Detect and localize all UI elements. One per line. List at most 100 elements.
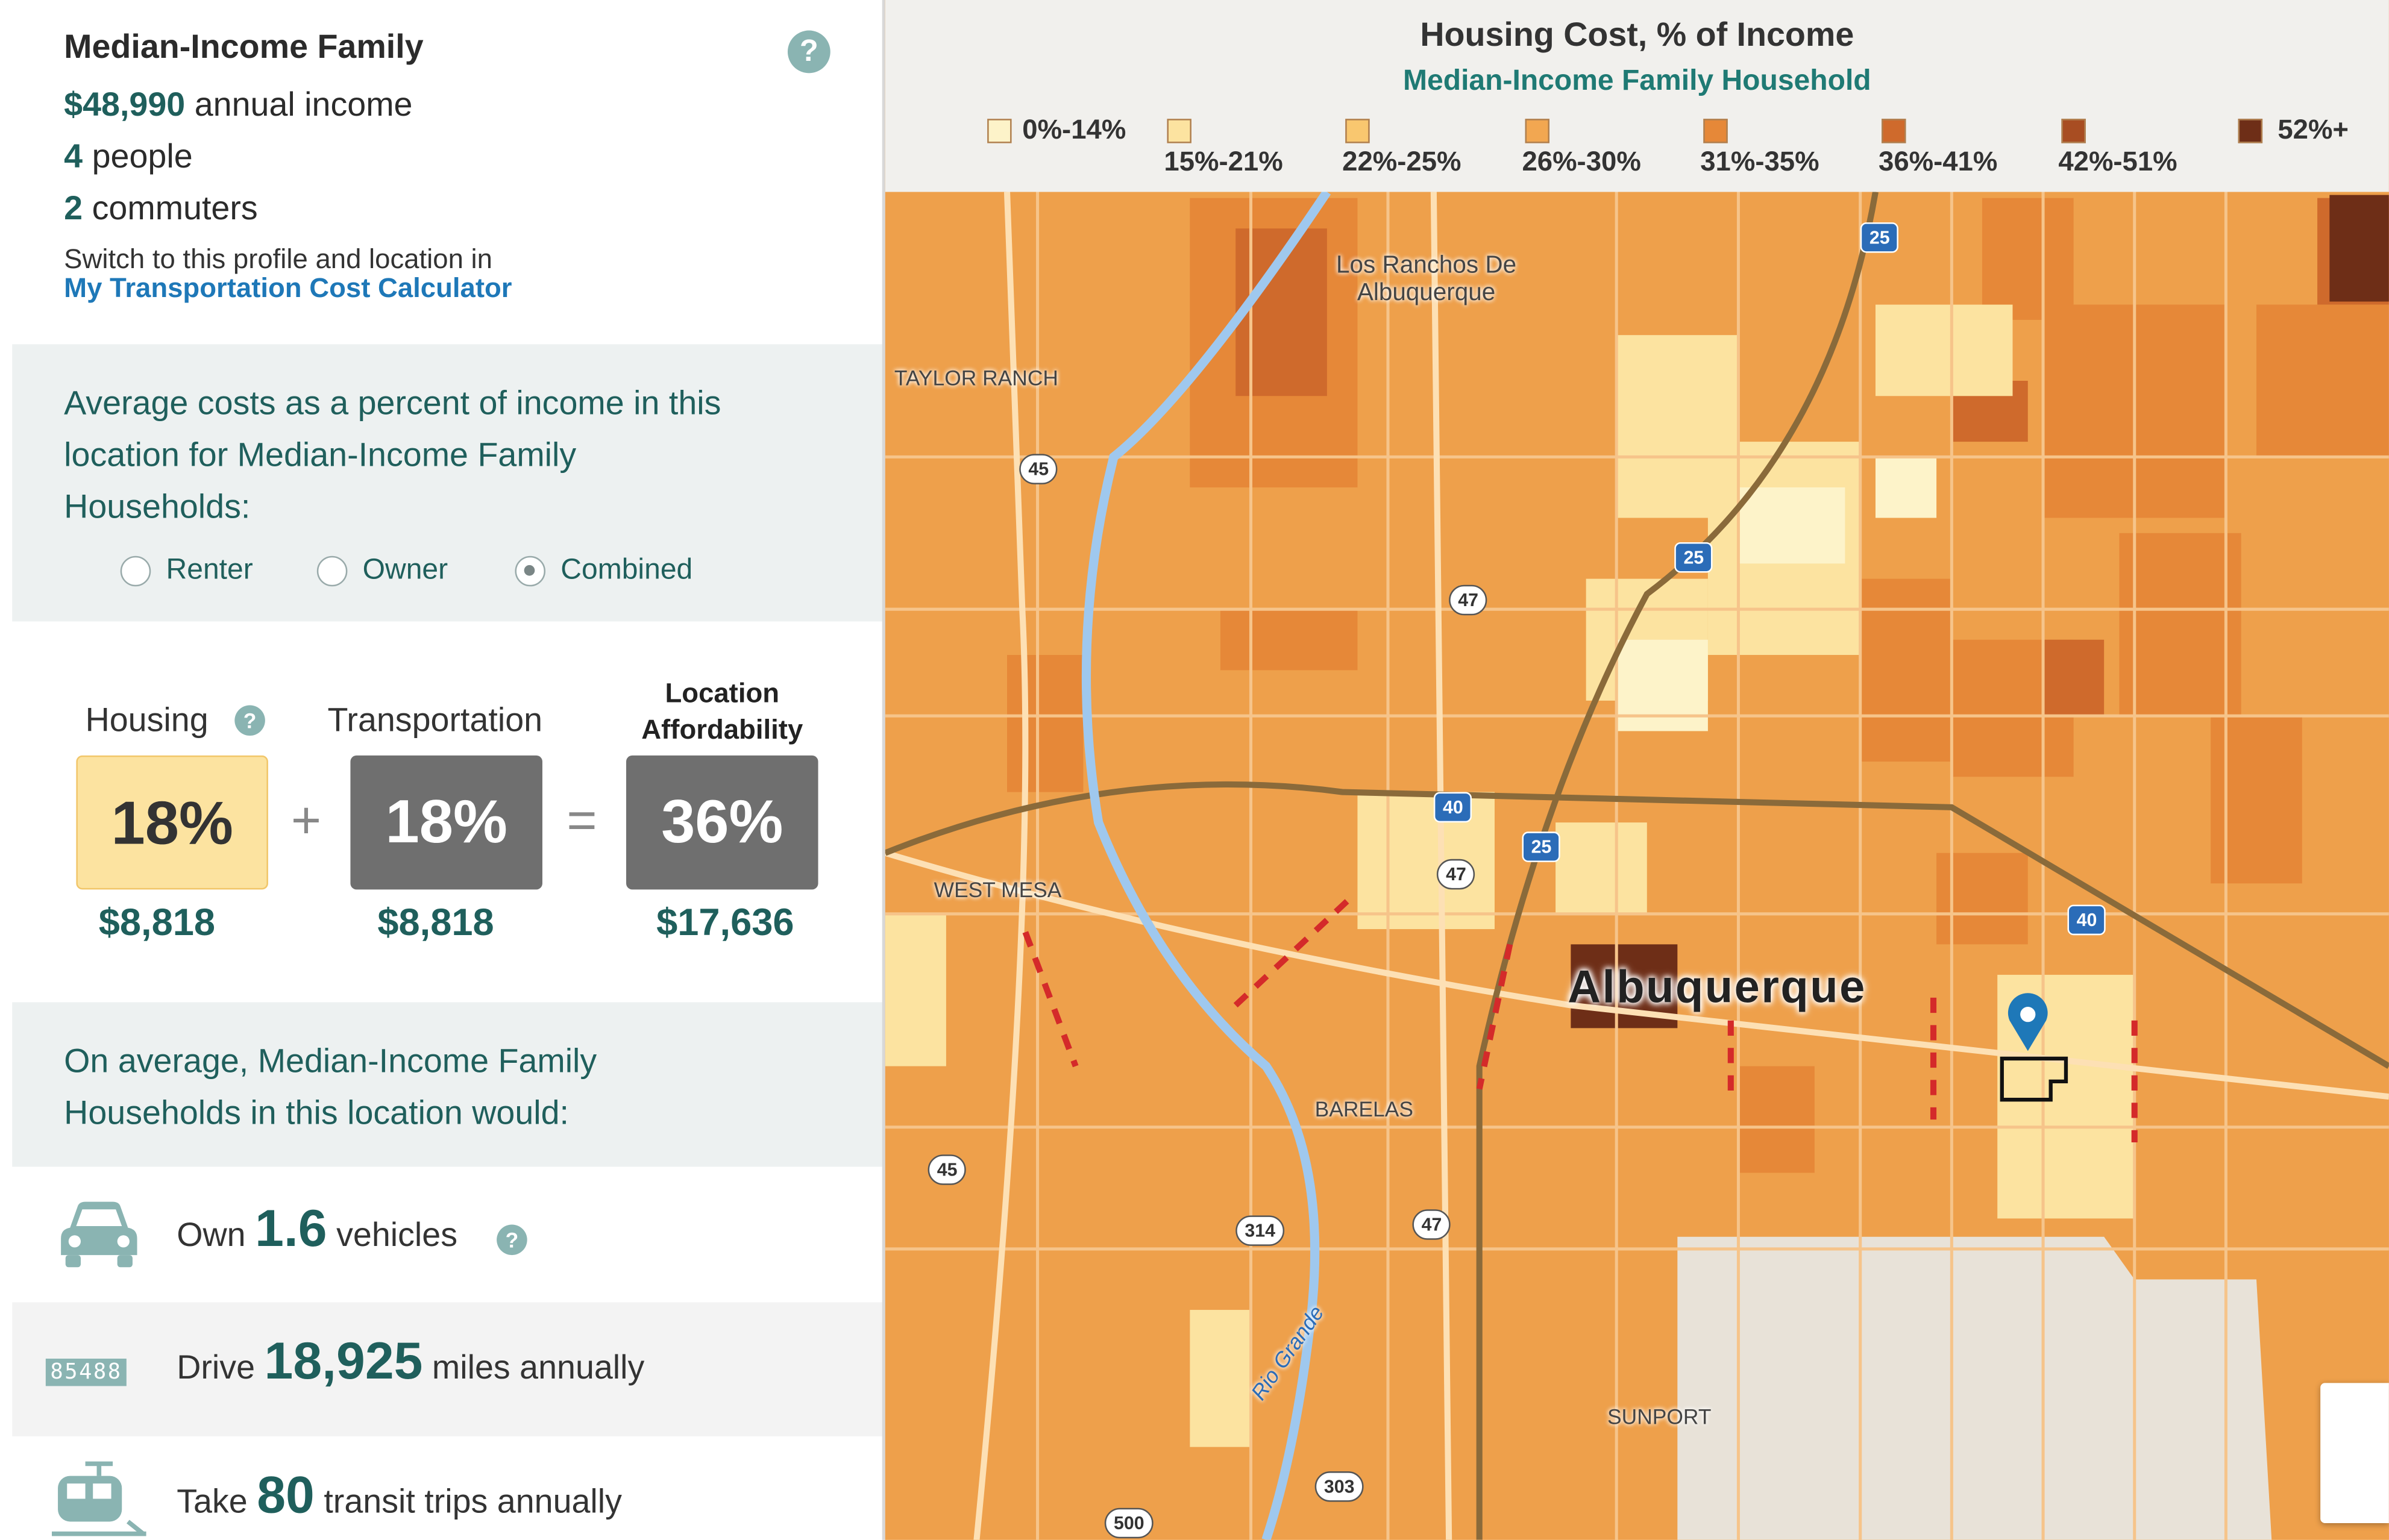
averages-line-1: Average costs as a percent of income in … (64, 384, 721, 422)
radio-combined[interactable]: Combined (515, 554, 692, 588)
commuters-line: 2 commuters (64, 189, 257, 228)
interstate-25-shield: 25 (1860, 222, 1899, 253)
route-47-shield-3: 47 (1412, 1209, 1451, 1240)
legend-swatch-5 (1882, 119, 1906, 143)
housing-percent-box: 18% (76, 755, 268, 890)
own-suffix: vehicles (336, 1215, 458, 1254)
place-taylor-ranch: TAYLOR RANCH (894, 365, 1058, 390)
route-303-shield: 303 (1314, 1471, 1364, 1502)
zoom-control[interactable] (2320, 1383, 2389, 1523)
radio-combined-label: Combined (560, 554, 693, 587)
calculator-link[interactable]: My Transportation Cost Calculator (64, 272, 512, 304)
housing-help-icon[interactable]: ? (234, 705, 265, 736)
vehicles-row: Own 1.6 vehicles ? (12, 1169, 884, 1304)
lightest-tracts (1616, 457, 1937, 731)
radio-renter[interactable]: Renter (120, 554, 253, 588)
map-canvas[interactable] (885, 0, 2389, 1540)
income-suffix: annual income (194, 85, 413, 124)
legend-label-2: 22%-25% (1342, 146, 1461, 177)
profile-panel: Median-Income Family ? $48,990 annual in… (0, 0, 884, 1540)
route-45-shield: 45 (1019, 454, 1058, 484)
plus-sign: + (290, 792, 322, 850)
legend-label-5: 36%-41% (1879, 146, 1998, 177)
route-500-shield: 500 (1104, 1507, 1154, 1539)
people-value: 4 (64, 137, 83, 175)
radio-owner[interactable]: Owner (316, 554, 448, 588)
transportation-percent-box: 18% (350, 755, 542, 890)
train-icon (51, 1461, 146, 1536)
place-barelas: BARELAS (1314, 1097, 1413, 1121)
route-314-shield: 314 (1235, 1215, 1285, 1246)
interstate-25 (1476, 191, 1879, 1540)
averages-line-3: Households: (64, 487, 251, 526)
radio-combined-dot[interactable] (515, 556, 546, 587)
legend-swatch-2 (1345, 119, 1370, 143)
interstate-40-shield: 40 (1433, 792, 1472, 823)
legend-swatch-7 (2238, 119, 2263, 143)
housing-cost: $8,818 (98, 901, 216, 945)
legend-label-6: 42%-51% (2058, 146, 2177, 177)
legend-label-1: 15%-21% (1164, 146, 1283, 177)
own-prefix: Own (177, 1215, 246, 1254)
help-icon[interactable]: ? (787, 30, 830, 74)
vehicles-text: Own 1.6 vehicles (177, 1200, 457, 1260)
on-average-line-2: Households in this location would: (64, 1094, 570, 1132)
car-icon (61, 1201, 137, 1268)
map-title: Housing Cost, % of Income (1420, 15, 1854, 54)
on-average-section: On average, Median-Income Family Househo… (12, 1002, 884, 1167)
location-label-line-1: Location (665, 677, 780, 709)
transit-dashes (1022, 896, 2138, 1143)
transportation-cost: $8,818 (377, 901, 494, 945)
legend-label-3: 26%-30% (1522, 146, 1641, 177)
transit-text: Take 80 transit trips annually (177, 1466, 622, 1526)
commuters-suffix: commuters (92, 189, 258, 227)
miles-row: 85488 Drive 18,925 miles annually (12, 1302, 884, 1436)
take-suffix: transit trips annually (324, 1482, 622, 1520)
airport-area (1677, 1236, 2272, 1540)
road-grid (885, 192, 2389, 1540)
legend-swatch-4 (1703, 119, 1728, 143)
vehicles-help-icon[interactable]: ? (497, 1224, 527, 1256)
drive-prefix: Drive (177, 1348, 256, 1386)
averages-section: Average costs as a percent of income in … (12, 344, 884, 622)
location-affordability-box: 36% (626, 755, 818, 890)
place-sunport: SUNPORT (1607, 1404, 1712, 1429)
averages-line-2: location for Median-Income Family (64, 436, 577, 474)
odometer-digits: 85488 (45, 1358, 127, 1386)
commuters-value: 2 (64, 189, 83, 227)
interstate-40-shield-2: 40 (2067, 904, 2106, 936)
income-line: $48,990 annual income (64, 86, 412, 125)
profile-title: Median-Income Family (64, 27, 424, 66)
route-47-shield: 47 (1449, 584, 1488, 616)
transportation-label: Transportation (327, 700, 543, 739)
location-pin-icon[interactable] (2008, 993, 2048, 1051)
place-los-ranchos: Los Ranchos De Albuquerque (1336, 253, 1516, 308)
interstate-25-shield-3: 25 (1674, 542, 1713, 573)
interstate-25-shield-2: 25 (1522, 831, 1561, 862)
radio-owner-dot[interactable] (316, 556, 348, 587)
legend-swatch-0 (987, 119, 1012, 143)
radio-renter-dot[interactable] (120, 556, 151, 587)
legend-label-7: 52%+ (2278, 114, 2349, 145)
interstate-40 (885, 781, 2389, 1069)
housing-label-text: Housing (85, 700, 209, 739)
legend-swatch-6 (2061, 119, 2086, 143)
place-los-ranchos-line-2: Albuquerque (1357, 280, 1496, 307)
people-line: 4 people (64, 137, 192, 177)
route-47-shield-2: 47 (1436, 859, 1476, 890)
people-suffix: people (92, 137, 193, 175)
on-average-line-1: On average, Median-Income Family (64, 1042, 597, 1080)
route-45-shield-2: 45 (928, 1154, 967, 1185)
income-value: $48,990 (64, 85, 186, 124)
radio-renter-label: Renter (166, 554, 253, 587)
housing-label: Housing (86, 701, 209, 740)
take-prefix: Take (177, 1482, 248, 1520)
total-cost: $17,636 (656, 901, 794, 945)
legend-swatch-3 (1525, 119, 1549, 143)
darkest-tract (2329, 195, 2389, 302)
drive-value: 18,925 (264, 1333, 423, 1391)
radio-owner-label: Owner (362, 554, 448, 587)
map-subtitle: Median-Income Family Household (1403, 65, 1871, 98)
take-value: 80 (257, 1466, 315, 1525)
map-view[interactable]: Los Ranchos De Albuquerque TAYLOR RANCH … (885, 0, 2389, 1540)
